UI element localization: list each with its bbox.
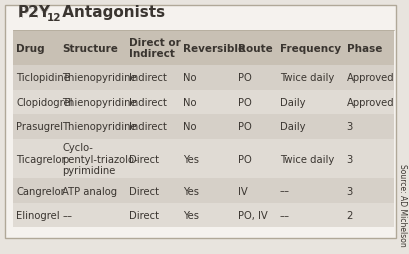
Text: Thienopyridine: Thienopyridine <box>62 122 136 132</box>
Text: No: No <box>183 73 196 83</box>
Text: IV: IV <box>237 186 247 196</box>
Text: Cyclo-
pentyl-triazolo-
pyrimidine: Cyclo- pentyl-triazolo- pyrimidine <box>62 142 137 176</box>
Text: Drug: Drug <box>16 43 45 53</box>
Text: Indirect: Indirect <box>129 98 166 107</box>
Text: Reversible: Reversible <box>183 43 245 53</box>
FancyBboxPatch shape <box>13 90 393 115</box>
Text: P2Y: P2Y <box>18 6 51 21</box>
Text: No: No <box>183 98 196 107</box>
Text: ––: –– <box>62 210 72 220</box>
FancyBboxPatch shape <box>13 179 393 203</box>
Text: PO: PO <box>237 122 251 132</box>
Text: Thienopyridine: Thienopyridine <box>62 98 136 107</box>
Text: Clopidogrel: Clopidogrel <box>16 98 72 107</box>
Text: Antagonists: Antagonists <box>56 5 164 20</box>
Text: 12: 12 <box>47 13 61 23</box>
Text: P2Y: P2Y <box>18 6 51 21</box>
Text: Prasugrel: Prasugrel <box>16 122 63 132</box>
Text: 3: 3 <box>346 154 352 164</box>
FancyBboxPatch shape <box>13 115 393 139</box>
Text: Direct or
Indirect: Direct or Indirect <box>129 38 180 59</box>
Text: Yes: Yes <box>183 186 199 196</box>
Text: Direct: Direct <box>129 186 159 196</box>
Text: 2: 2 <box>346 210 352 220</box>
Text: Elinogrel: Elinogrel <box>16 210 60 220</box>
Text: Direct: Direct <box>129 154 159 164</box>
Text: Frequency: Frequency <box>279 43 340 53</box>
Text: Direct: Direct <box>129 210 159 220</box>
Text: ATP analog: ATP analog <box>62 186 117 196</box>
Text: PO, IV: PO, IV <box>237 210 267 220</box>
Text: ––: –– <box>279 210 289 220</box>
Text: Thienopyridine: Thienopyridine <box>62 73 136 83</box>
Text: PO: PO <box>237 98 251 107</box>
Text: Twice daily: Twice daily <box>279 73 333 83</box>
Text: Yes: Yes <box>183 210 199 220</box>
Text: P2Y: P2Y <box>18 5 51 20</box>
Text: Twice daily: Twice daily <box>279 154 333 164</box>
FancyBboxPatch shape <box>13 66 393 90</box>
Text: Cangrelor: Cangrelor <box>16 186 65 196</box>
FancyBboxPatch shape <box>5 6 396 238</box>
Text: Indirect: Indirect <box>129 73 166 83</box>
Text: Daily: Daily <box>279 98 304 107</box>
Text: Yes: Yes <box>183 154 199 164</box>
Text: Ticagrelor: Ticagrelor <box>16 154 65 164</box>
FancyBboxPatch shape <box>13 31 393 66</box>
Text: Phase: Phase <box>346 43 381 53</box>
Text: Approved: Approved <box>346 73 393 83</box>
Text: Indirect: Indirect <box>129 122 166 132</box>
Text: Structure: Structure <box>62 43 118 53</box>
Text: Daily: Daily <box>279 122 304 132</box>
FancyBboxPatch shape <box>13 203 393 228</box>
Text: 3: 3 <box>346 186 352 196</box>
Text: PO: PO <box>237 154 251 164</box>
FancyBboxPatch shape <box>13 139 393 179</box>
Text: No: No <box>183 122 196 132</box>
Text: Approved: Approved <box>346 98 393 107</box>
Text: Source: AD Michelson: Source: AD Michelson <box>397 164 406 246</box>
Text: 3: 3 <box>346 122 352 132</box>
Text: Route: Route <box>237 43 272 53</box>
Text: ––: –– <box>279 186 289 196</box>
Text: PO: PO <box>237 73 251 83</box>
Text: Ticlopidine: Ticlopidine <box>16 73 70 83</box>
